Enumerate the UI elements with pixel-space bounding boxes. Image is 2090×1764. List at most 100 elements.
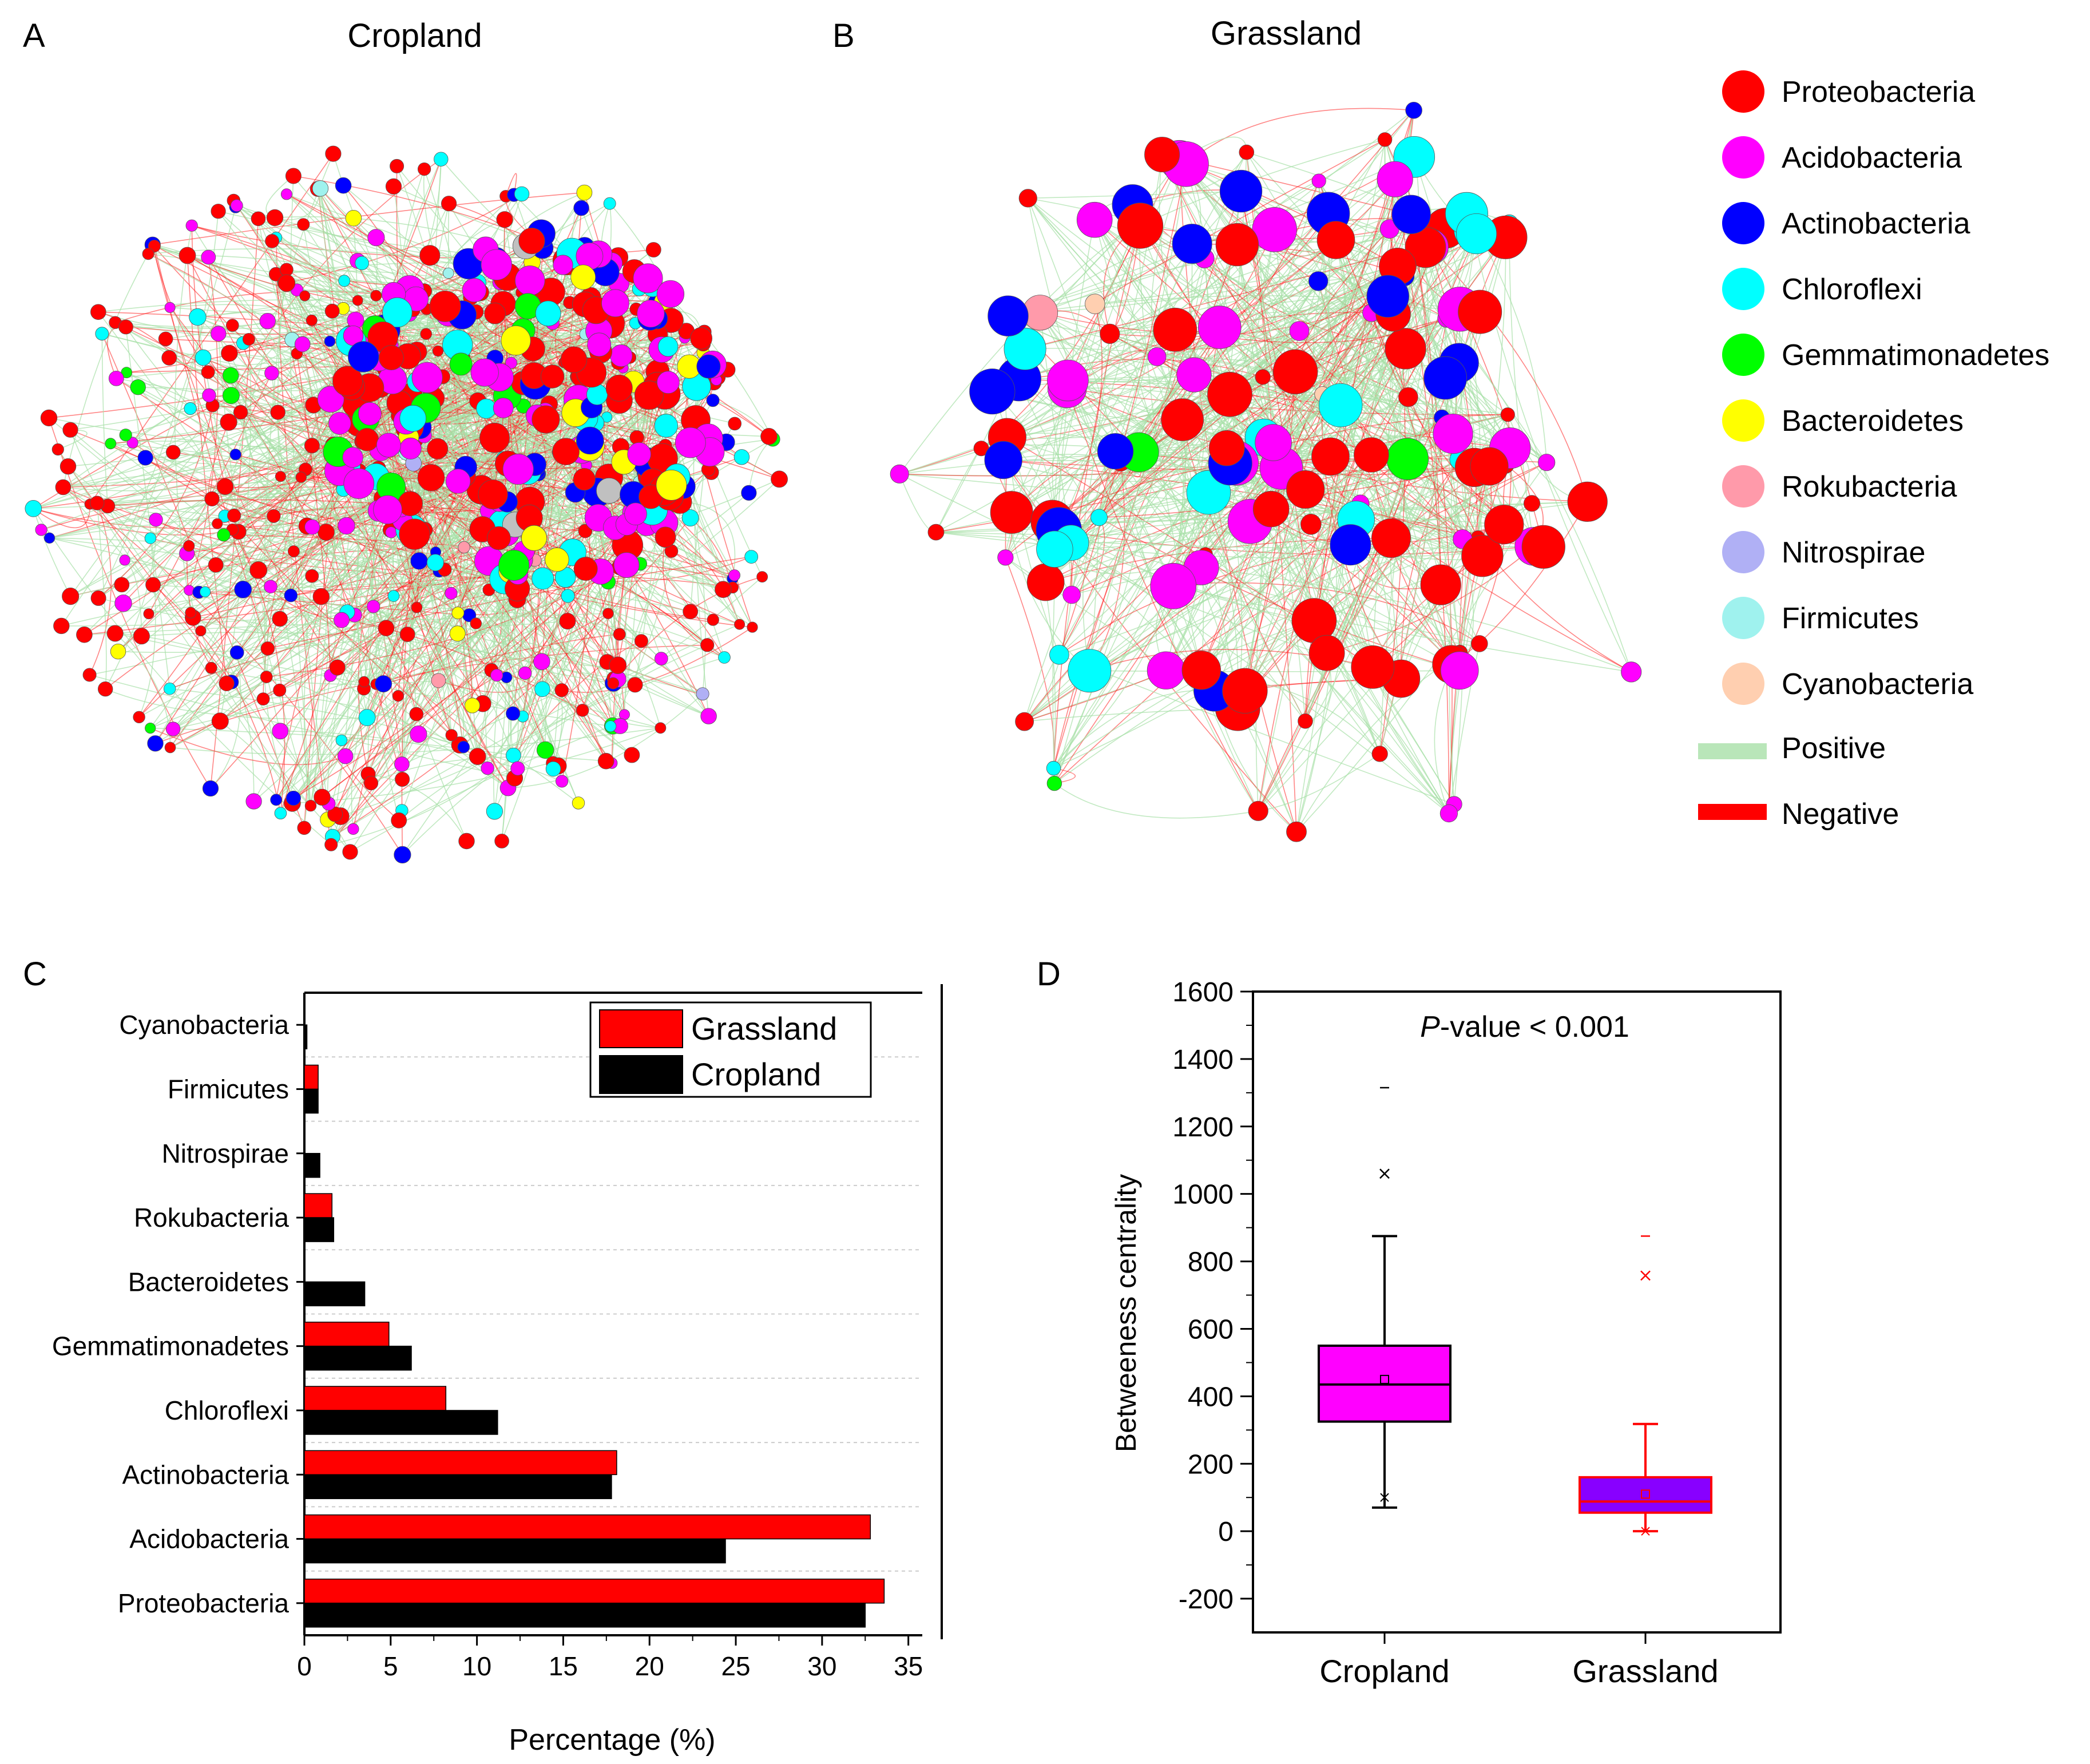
x-tick-label: 20 [635, 1651, 664, 1681]
node-actinobacteria [696, 354, 721, 379]
node-proteobacteria [145, 577, 161, 593]
y-tick-label: -200 [1179, 1584, 1234, 1615]
node-proteobacteria [427, 438, 449, 459]
bar-cropland-nitrospirae [304, 1153, 320, 1178]
negative-edge [457, 633, 524, 717]
node-proteobacteria [185, 607, 197, 619]
node-chloroflexi [1049, 645, 1069, 665]
node-chloroflexi [144, 532, 157, 544]
min-marker-cropland [1380, 1493, 1389, 1502]
negative-edge [1005, 557, 1055, 768]
node-proteobacteria [249, 561, 268, 579]
negative-edge [1094, 139, 1385, 304]
node-gemmatimonadetes [498, 549, 530, 581]
positive-edge [49, 537, 483, 704]
x-tick-label: 25 [721, 1651, 750, 1681]
legend-label-chloroflexi: Chloroflexi [1782, 273, 1922, 306]
x-tick-label: 35 [894, 1651, 923, 1681]
node-acidobacteria [164, 302, 176, 313]
node-proteobacteria [1117, 203, 1164, 249]
y-tick-label: 400 [1188, 1382, 1234, 1412]
positive-edge [1258, 458, 1408, 811]
node-proteobacteria [609, 656, 627, 674]
node-acidobacteria [445, 586, 458, 600]
positive-edge [1052, 501, 1588, 522]
node-proteobacteria [118, 319, 133, 335]
node-proteobacteria [277, 274, 296, 292]
positive-edge [96, 503, 107, 689]
negative-edge [1058, 164, 1187, 655]
negative-edge [561, 627, 753, 693]
node-acidobacteria [657, 371, 680, 394]
legend-label-firmicutes: Firmicutes [1782, 602, 1919, 635]
node-acidobacteria [294, 336, 311, 352]
node-acidobacteria [264, 366, 279, 380]
category-label-chloroflexi: Chloroflexi [165, 1396, 289, 1425]
node-proteobacteria [212, 518, 223, 529]
legend-dot-firmicutes [1722, 597, 1764, 639]
p-value-text: -value < 0.001 [1440, 1010, 1629, 1044]
positive-edge [1472, 230, 1632, 672]
node-proteobacteria [1272, 349, 1318, 395]
node-proteobacteria [1308, 635, 1345, 671]
positive-edge [70, 430, 201, 632]
node-chloroflexi [605, 720, 617, 732]
node-proteobacteria [266, 209, 284, 227]
node-proteobacteria [634, 634, 648, 648]
node-proteobacteria [1181, 651, 1221, 690]
panel-b-label: B [832, 17, 855, 54]
node-chloroflexi [535, 300, 561, 327]
node-acidobacteria [1252, 207, 1298, 252]
negative-edge [1089, 462, 1125, 671]
positive-edge [1173, 585, 1632, 673]
node-proteobacteria [1153, 307, 1197, 352]
node-acidobacteria [1176, 357, 1212, 393]
node-proteobacteria [392, 690, 404, 702]
node-acidobacteria [1198, 306, 1242, 349]
positive-edge [1477, 237, 1506, 538]
node-gemmatimonadetes [130, 379, 146, 395]
node-chloroflexi [1046, 760, 1061, 776]
negative-edge [416, 458, 504, 608]
node-proteobacteria [358, 676, 370, 688]
positive-edge [1296, 503, 1533, 833]
negative-edge [33, 508, 233, 536]
y-tick-label: 0 [1218, 1517, 1234, 1547]
box-grassland [1579, 1476, 1712, 1514]
node-chloroflexi [514, 186, 530, 202]
node-acidobacteria [35, 524, 47, 536]
node-rokubacteria [431, 673, 446, 688]
node-proteobacteria [715, 581, 732, 598]
positive-edge [1040, 312, 1311, 525]
node-proteobacteria [655, 526, 676, 548]
node-rokubacteria [458, 541, 470, 554]
positive-edge [1070, 542, 1449, 814]
node-proteobacteria [233, 405, 248, 420]
node-proteobacteria [211, 204, 226, 219]
node-proteobacteria [378, 620, 395, 636]
node-acidobacteria [1047, 359, 1089, 402]
positive-edge [189, 203, 450, 591]
node-proteobacteria [273, 683, 287, 697]
node-proteobacteria [700, 638, 715, 652]
node-chloroflexi [399, 405, 426, 432]
negative-edge [1410, 214, 1453, 814]
node-gemmatimonadetes [536, 741, 554, 759]
node-acidobacteria [202, 388, 216, 403]
node-proteobacteria [60, 458, 77, 475]
positive-edge [1053, 584, 1173, 769]
node-chloroflexi [654, 414, 678, 438]
node-actinobacteria [147, 735, 164, 752]
node-acidobacteria [510, 761, 525, 776]
node-actinobacteria [285, 790, 302, 806]
negative-edge [1326, 363, 1460, 653]
node-actinobacteria [137, 450, 153, 466]
positive-edge [1115, 450, 1463, 540]
node-actinobacteria [234, 580, 252, 598]
negative-edge [101, 333, 305, 829]
node-proteobacteria [429, 291, 461, 322]
node-gemmatimonadetes [145, 723, 156, 734]
y-tick-label: 200 [1188, 1449, 1234, 1480]
node-proteobacteria [1100, 323, 1120, 344]
node-proteobacteria [327, 806, 343, 822]
